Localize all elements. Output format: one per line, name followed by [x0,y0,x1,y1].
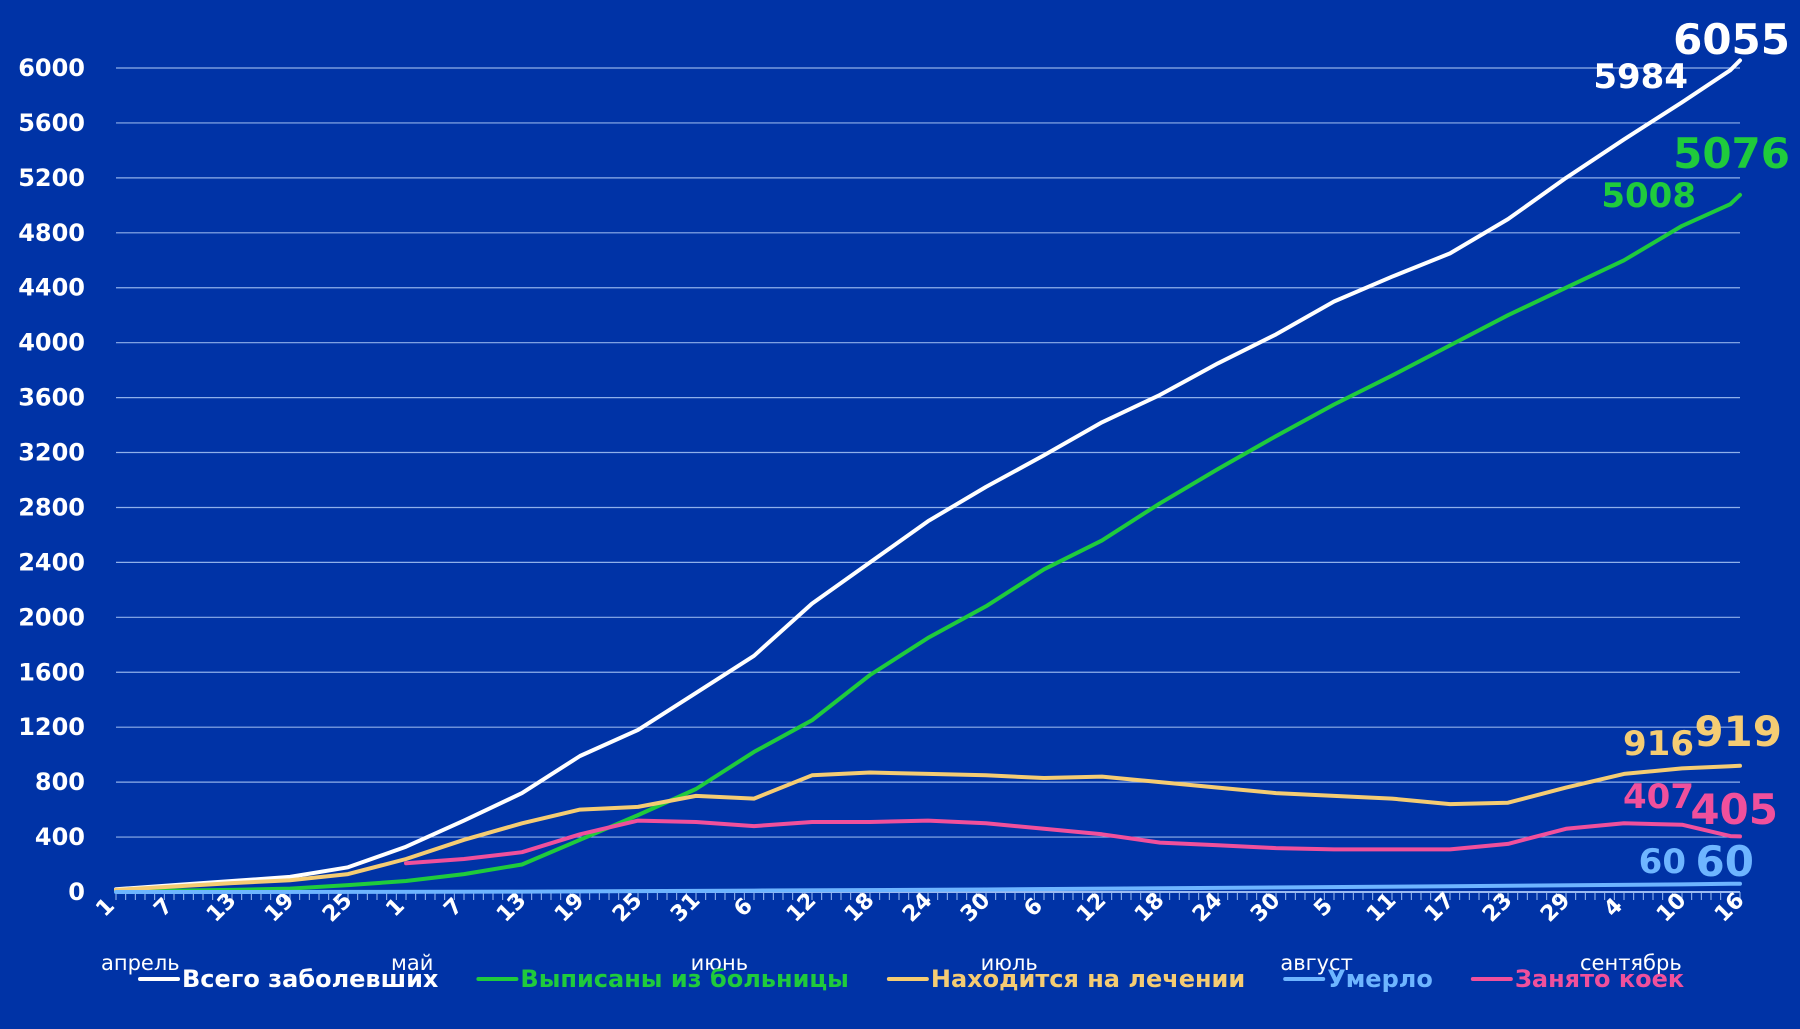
data-label-latest: 405 [1690,785,1778,834]
data-label-previous: 407 [1623,777,1694,817]
month-label: май [391,951,433,975]
data-label-previous: 5008 [1601,176,1696,216]
series-line-всего-заболевших [114,58,1742,892]
y-tick-label: 2000 [18,603,85,631]
x-tick-label: 25 [608,888,647,927]
x-tick-label: 17 [1420,888,1459,927]
x-tick-label: 23 [1478,888,1517,927]
month-label: апрель [101,951,180,975]
y-tick-label: 3600 [18,384,85,412]
legend-label: Всего заболевших [182,965,439,993]
data-label-previous: 60 [1639,842,1686,882]
y-tick-label: 1200 [18,713,85,741]
month-label: июль [981,951,1038,975]
y-tick-label: 3200 [18,439,85,467]
x-tick-label: 13 [202,888,241,927]
x-tick-label: 30 [956,888,995,927]
y-tick-label: 4000 [18,329,85,357]
data-label-previous: 5984 [1593,57,1688,97]
y-tick-label: 4800 [18,219,85,247]
y-tick-label: 800 [35,768,85,796]
x-tick-label: 29 [1536,888,1575,927]
y-tick-label: 2400 [18,548,85,576]
x-tick-label: 16 [1710,888,1749,927]
x-tick-label: 24 [898,888,937,927]
y-axis-tick-labels: 0 400 800 1200 1600 2000 2400 2800 3200 3600 4000 4… [18,54,85,906]
x-tick-label: 31 [666,888,705,927]
y-tick-label: 6000 [18,54,85,82]
x-tick-label: 11 [1362,888,1401,927]
x-tick-label: 18 [840,888,879,927]
y-tick-label: 4400 [18,274,85,302]
month-label: август [1280,951,1353,975]
x-axis: 1 7 13 19 25 1 7 13 19 25 31 6 12 18 24 30 6 12 18 24 30 5 11 1… [91,888,1749,975]
month-label: июнь [691,951,748,975]
x-tick-label: 10 [1652,888,1691,927]
x-tick-label: 18 [1130,888,1169,927]
x-tick-label: 19 [550,888,589,927]
y-tick-label: 400 [35,823,85,851]
series-line-выписаны-из-больницы [114,192,1742,894]
x-tick-label: 19 [260,888,299,927]
y-tick-label: 1600 [18,658,85,686]
legend: Всего заболевших Выписаны из больницы Нахо… [138,965,1684,993]
data-label-previous: 916 [1623,724,1694,764]
series-lines [114,58,1742,894]
series-line-умерло [114,881,1742,894]
y-tick-label: 5200 [18,164,85,192]
y-tick-label: 5600 [18,109,85,137]
y-tick-label: 0 [68,878,85,906]
legend-label: Выписаны из больницы [520,965,848,993]
x-tick-label: 25 [318,888,357,927]
legend-label: Занято коек [1515,965,1684,993]
series-line-занято-коек [404,818,1742,866]
y-tick-label: 2800 [18,493,85,521]
x-tick-label: 12 [782,888,821,927]
data-label-latest: 6055 [1673,15,1790,64]
gridlines [116,67,1740,838]
data-label-latest: 60 [1696,837,1754,886]
x-tick-label: 13 [492,888,531,927]
x-tick-label: 24 [1188,888,1227,927]
x-tick-label: 30 [1246,888,1285,927]
data-label-latest: 5076 [1673,129,1790,178]
x-tick-label: 12 [1072,888,1111,927]
legend-label: Умерло [1327,965,1433,993]
data-label-latest: 919 [1694,707,1782,756]
legend-label: Находится на лечении [931,965,1245,993]
month-label: сентябрь [1580,951,1682,975]
series-line-находится-на-лечении [114,763,1742,892]
